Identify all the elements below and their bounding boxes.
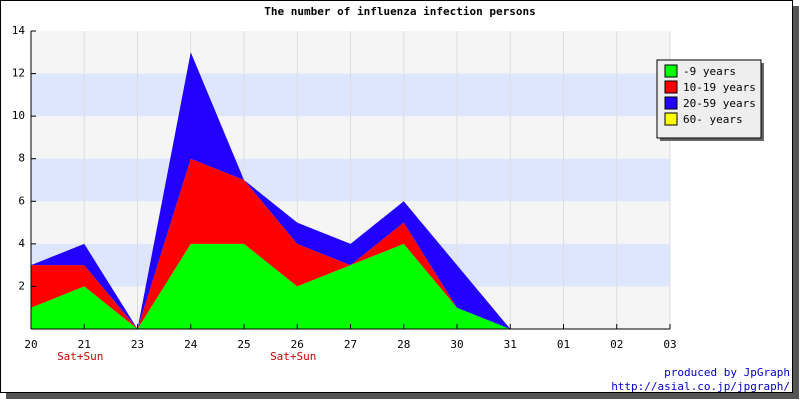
- y-tick-label: 4: [18, 237, 25, 250]
- x-tick-label: 31: [504, 338, 517, 351]
- x-tick-label: 23: [131, 338, 144, 351]
- legend-label: 10-19 years: [683, 81, 756, 94]
- footer-credit: produced by JpGraph: [664, 366, 790, 379]
- area: [31, 52, 511, 330]
- footer-url: http://asial.co.jp/jpgraph/: [611, 380, 790, 393]
- x-tick-label: 30: [450, 338, 463, 351]
- x-sublabel: Sat+Sun: [57, 350, 103, 363]
- y-tick-label: 8: [18, 152, 25, 165]
- legend-label: 60- years: [683, 113, 743, 126]
- legend-swatch: [664, 112, 678, 126]
- area: [31, 158, 511, 329]
- x-tick-label: 25: [237, 338, 250, 351]
- chart-title: The number of influenza infection person…: [264, 5, 536, 18]
- x-tick-label: 20: [24, 338, 37, 351]
- x-tick-label: 27: [344, 338, 357, 351]
- legend-label: -9 years: [683, 65, 736, 78]
- x-tick-label: 21: [78, 338, 91, 351]
- y-tick-label: 10: [12, 109, 25, 122]
- x-tick-label: 03: [663, 338, 676, 351]
- x-tick-label: 24: [184, 338, 198, 351]
- legend-label: 20-59 years: [683, 97, 756, 110]
- legend-swatch: [664, 80, 678, 94]
- x-sublabel: Sat+Sun: [270, 350, 316, 363]
- x-tick-label: 02: [610, 338, 623, 351]
- legend-swatch: [664, 96, 678, 110]
- x-tick-label: 26: [291, 338, 304, 351]
- x-tick-label: 28: [397, 338, 410, 351]
- x-tick-label: 01: [557, 338, 570, 351]
- area: [31, 243, 511, 329]
- y-tick-label: 12: [12, 67, 25, 80]
- y-tick-label: 6: [18, 194, 25, 207]
- y-tick-label: 14: [12, 24, 26, 37]
- y-tick-label: 2: [18, 279, 25, 292]
- legend-swatch: [664, 64, 678, 78]
